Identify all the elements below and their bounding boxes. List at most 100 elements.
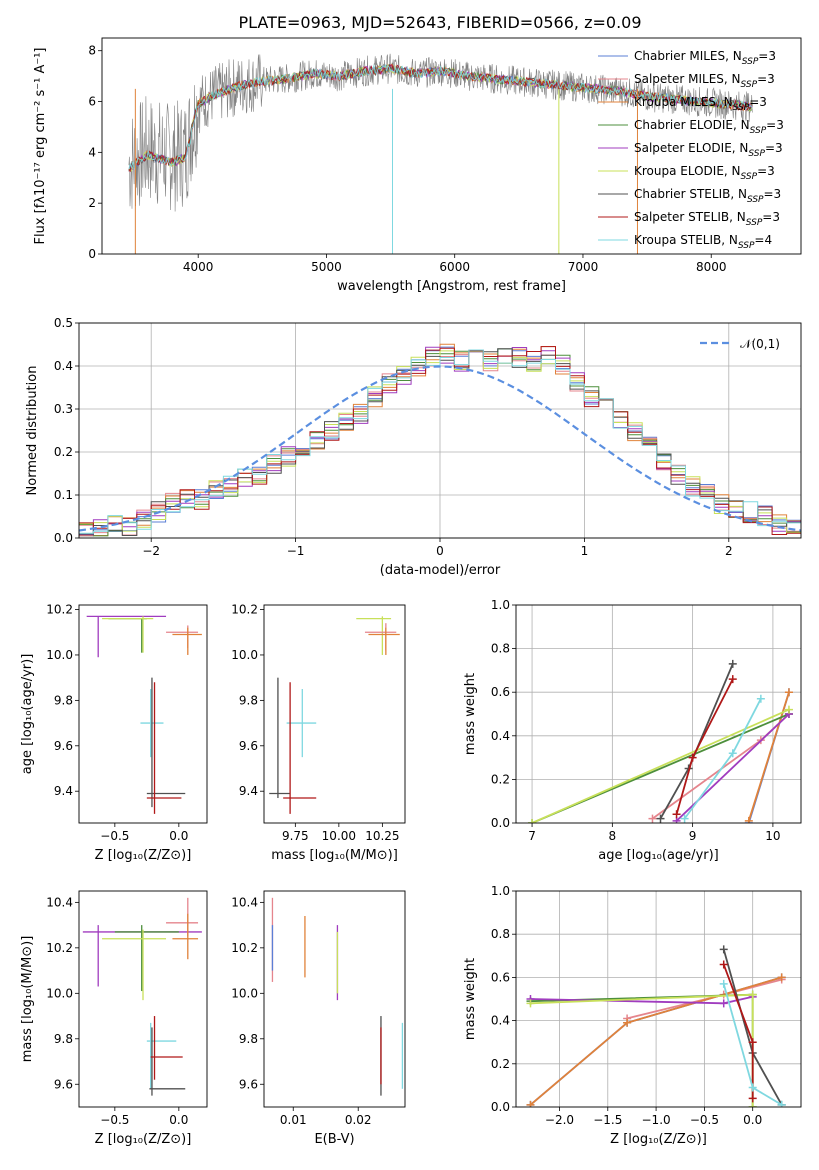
x-tick-label: 9.75 <box>282 829 309 843</box>
ticks: −2 −1 0 1 2 0.0 0.1 0.2 0.3 0.4 0.5 <box>54 316 733 558</box>
age-vs-metallicity-panel: −0.5 0.0 9.4 9.6 9.8 10.0 10.2 Z [log₁₀(Z/Z⊙)] a… <box>20 603 208 863</box>
plot-area <box>79 343 801 537</box>
y-tick-label: 1.0 <box>491 598 510 612</box>
plus-marker <box>688 753 697 762</box>
legend-subscript: SSP <box>747 195 764 205</box>
age-vs-mass-panel: 9.75 10.00 10.25 9.4 9.6 9.8 10.0 10.2 mass [log… <box>231 603 406 863</box>
x-tick-label: 4000 <box>183 260 214 274</box>
y-tick-label: 0.6 <box>491 685 510 699</box>
x-tick-label: 10 <box>765 829 780 843</box>
x-axis-label: mass [log₁₀(M/M⊙)] <box>271 848 398 863</box>
axes-frame <box>263 604 406 824</box>
axes-frame <box>515 604 802 824</box>
ticks: 4000 5000 6000 7000 8000 0 2 4 6 8 <box>88 44 726 274</box>
plot-area <box>271 897 404 1096</box>
x-tick-label: 6000 <box>439 260 470 274</box>
x-axis-label: wavelength [Angstrom, rest frame] <box>337 279 566 294</box>
plus-marker <box>777 1100 786 1107</box>
mass-weight-line <box>659 663 734 820</box>
plus-marker <box>719 945 728 954</box>
y-axis-label: mass weight <box>463 958 478 1040</box>
axes-frame <box>78 890 208 1108</box>
x-tick-label: −1.5 <box>593 1113 622 1127</box>
x-tick-label: 0.0 <box>169 829 188 843</box>
plus-marker <box>748 1103 757 1107</box>
plus-marker <box>784 688 793 697</box>
plus-marker <box>756 694 765 703</box>
x-tick-label: 9 <box>689 829 697 843</box>
plus-marker <box>526 1100 535 1107</box>
legend-label: Kroupa STELIB, NSSP=4 <box>634 233 772 251</box>
axes-frame <box>78 604 208 824</box>
plus-marker <box>719 960 728 969</box>
observed-spectrum-line <box>128 53 753 212</box>
y-tick-label: 10.2 <box>231 941 258 955</box>
y-axis-label: mass [log₁₀(M/M⊙)] <box>20 936 35 1063</box>
axes-frame <box>263 890 406 1108</box>
y-tick-label: 0.2 <box>491 772 510 786</box>
ticks: −0.5 0.0 9.6 9.8 10.0 10.2 10.4 <box>46 895 188 1127</box>
histogram-step-line <box>79 346 801 535</box>
y-tick-label: 0.5 <box>54 316 73 330</box>
mass-weight-line <box>651 713 790 820</box>
x-tick-label: −0.5 <box>100 829 129 843</box>
legend-suffix: =3 <box>764 187 782 201</box>
x-axis-label: Z [log₁₀(Z/Z⊙)] <box>95 848 192 863</box>
mass-weight-line <box>530 993 754 1107</box>
y-axis-label: Normed distribution <box>25 366 40 496</box>
legend-label: Salpeter ELODIE, NSSP=3 <box>634 141 783 159</box>
y-tick-label: 9.8 <box>54 1032 73 1046</box>
x-tick-label: 2 <box>725 544 733 558</box>
x-tick-label: 8000 <box>696 260 727 274</box>
plus-marker <box>728 749 737 758</box>
mass-weight-line <box>683 698 762 820</box>
histogram-step-line <box>79 349 801 534</box>
x-tick-label: −0.5 <box>690 1113 719 1127</box>
legend-suffix: =4 <box>754 233 772 247</box>
y-tick-label: 8 <box>88 44 96 58</box>
legend-subscript: SSP <box>741 172 758 182</box>
y-tick-label: 0.0 <box>491 1100 510 1114</box>
y-tick-label: 0.4 <box>491 729 510 743</box>
x-tick-label: −1 <box>287 544 305 558</box>
plus-marker <box>748 1083 757 1092</box>
legend-suffix: =3 <box>765 141 783 155</box>
residual-histogram-panel: −2 −1 0 1 2 0.0 0.1 0.2 0.3 0.4 0.5 (data-model)/er… <box>25 316 802 578</box>
legend-subscript: SSP <box>733 103 750 113</box>
legend-subscript: SSP <box>741 80 758 90</box>
y-tick-label: 9.6 <box>239 739 258 753</box>
legend-label: Chabrier STELIB, NSSP=3 <box>634 187 781 205</box>
y-tick-label: 0.2 <box>54 445 73 459</box>
ticks: −2.0 −1.5 −1.0 −0.5 0.0 0.0 0.2 0.4 0.6 0.8 1.0 <box>491 884 762 1127</box>
y-tick-label: 9.8 <box>239 1032 258 1046</box>
y-tick-label: 10.0 <box>231 986 258 1000</box>
plot-area <box>528 659 793 823</box>
legend-subscript: SSP <box>750 126 767 136</box>
y-tick-label: 0.2 <box>491 1057 510 1071</box>
legend-subscript: SSP <box>742 57 759 67</box>
y-tick-label: 0.4 <box>54 359 73 373</box>
spectrum-panel: 4000 5000 6000 7000 8000 0 2 4 6 8 wavelength [Ang… <box>33 37 802 294</box>
y-tick-label: 10.0 <box>231 648 258 662</box>
axes-frame <box>78 322 802 539</box>
y-tick-label: 10.2 <box>46 941 73 955</box>
plot-area <box>86 615 202 814</box>
y-tick-label: 4 <box>88 145 96 159</box>
y-axis-label: Flux [fλ10⁻¹⁷ erg cm⁻² s⁻¹ A⁻¹] <box>33 48 48 245</box>
y-tick-label: 9.4 <box>54 784 73 798</box>
plot-area <box>526 945 786 1107</box>
plus-marker <box>656 814 665 823</box>
y-tick-label: 10.4 <box>231 895 258 909</box>
plus-marker <box>728 659 737 668</box>
mass-weight-line <box>675 713 790 822</box>
legend-suffix: =3 <box>749 95 767 109</box>
y-tick-label: 10.0 <box>46 648 73 662</box>
legend-label: 𝒩(0,1) <box>740 337 780 351</box>
plus-marker <box>623 1018 632 1027</box>
ticks: −0.5 0.0 9.4 9.6 9.8 10.0 10.2 <box>46 603 188 843</box>
y-tick-label: 6 <box>88 95 96 109</box>
x-tick-label: 10.25 <box>365 829 399 843</box>
plus-marker <box>648 814 657 823</box>
x-tick-label: −2.0 <box>545 1113 574 1127</box>
